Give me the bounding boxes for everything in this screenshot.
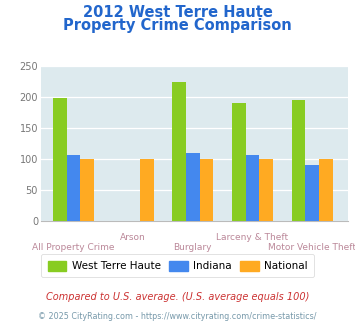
Text: Compared to U.S. average. (U.S. average equals 100): Compared to U.S. average. (U.S. average … [46, 292, 309, 302]
Text: Motor Vehicle Theft: Motor Vehicle Theft [268, 243, 355, 251]
Bar [246, 155, 260, 221]
Bar [172, 82, 186, 221]
Bar [81, 159, 94, 221]
Text: Arson: Arson [120, 233, 146, 242]
Text: © 2025 CityRating.com - https://www.cityrating.com/crime-statistics/: © 2025 CityRating.com - https://www.city… [38, 312, 317, 321]
Text: Larceny & Theft: Larceny & Theft [217, 233, 289, 242]
Bar [53, 98, 67, 221]
Bar [232, 103, 246, 221]
Bar [200, 159, 213, 221]
Bar [186, 153, 200, 221]
Text: Burglary: Burglary [174, 243, 212, 251]
Legend: West Terre Haute, Indiana, National: West Terre Haute, Indiana, National [41, 254, 314, 278]
Text: Property Crime Comparison: Property Crime Comparison [63, 18, 292, 33]
Bar [140, 159, 154, 221]
Bar [67, 155, 81, 221]
Bar [260, 159, 273, 221]
Bar [305, 165, 319, 221]
Bar [319, 159, 333, 221]
Bar [291, 100, 305, 221]
Text: 2012 West Terre Haute: 2012 West Terre Haute [83, 5, 272, 20]
Text: All Property Crime: All Property Crime [32, 243, 115, 251]
